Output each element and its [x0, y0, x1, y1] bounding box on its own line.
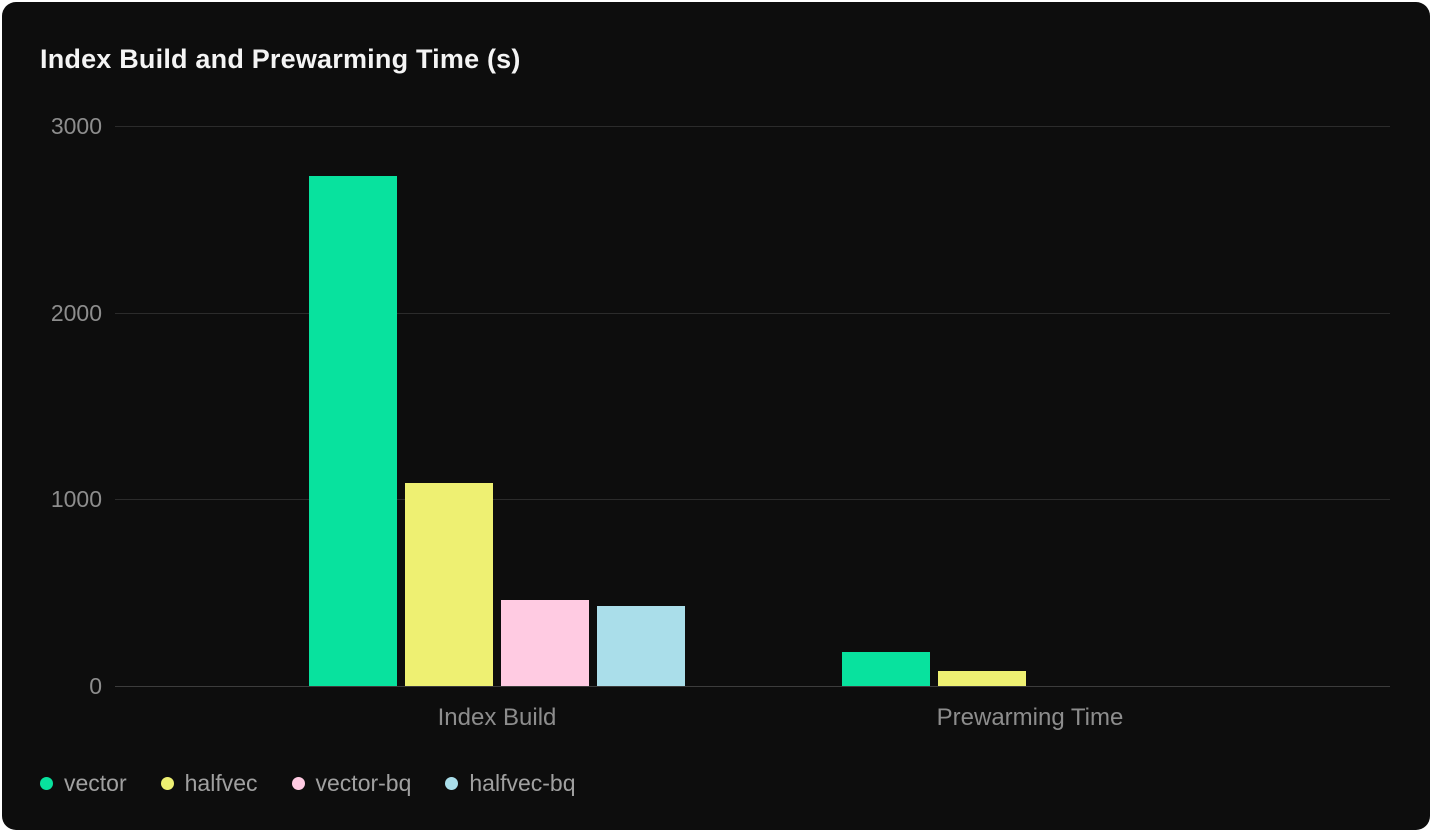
bar-halfvec-prewarming-time	[938, 671, 1026, 686]
y-axis-tick-label: 0	[89, 673, 102, 699]
chart-title: Index Build and Prewarming Time (s)	[40, 44, 521, 74]
legend-item-halfvec[interactable]: halfvec	[160, 770, 258, 797]
legend-label: halfvec	[184, 770, 258, 796]
legend-label: vector	[64, 770, 127, 796]
bar-vector-index-build	[309, 176, 397, 686]
gridline-y-1000	[115, 499, 1390, 501]
bar-halfvec-bq-index-build	[597, 605, 685, 686]
legend-item-vector[interactable]: vector	[40, 770, 127, 797]
legend-item-vector-bq[interactable]: vector-bq	[291, 770, 412, 797]
legend-label: vector-bq	[315, 770, 412, 796]
legend-dot-icon	[291, 777, 305, 790]
chart-legend: vector halfvec vector-bq halfvec-bq	[40, 770, 576, 797]
legend-dot-icon	[445, 777, 459, 790]
gridline-y-2000	[115, 312, 1390, 314]
x-axis-label: Prewarming Time	[936, 704, 1124, 731]
gridline-y-3000	[115, 126, 1390, 127]
x-axis-label: Index Build	[437, 704, 557, 731]
y-axis-tick-label: 2000	[50, 299, 102, 326]
bar-vector-bq-index-build	[501, 600, 589, 686]
bar-halfvec-index-build	[405, 482, 493, 686]
legend-label: halfvec-bq	[469, 770, 576, 796]
y-axis-tick-label: 1000	[50, 486, 102, 513]
bar-vector-prewarming-time	[842, 652, 930, 686]
legend-dot-icon	[40, 777, 53, 790]
legend-dot-icon	[160, 777, 174, 790]
gridline-y-0	[115, 686, 1390, 687]
legend-item-halfvec-bq[interactable]: halfvec-bq	[445, 770, 576, 797]
y-axis-tick-label: 3000	[50, 113, 102, 139]
